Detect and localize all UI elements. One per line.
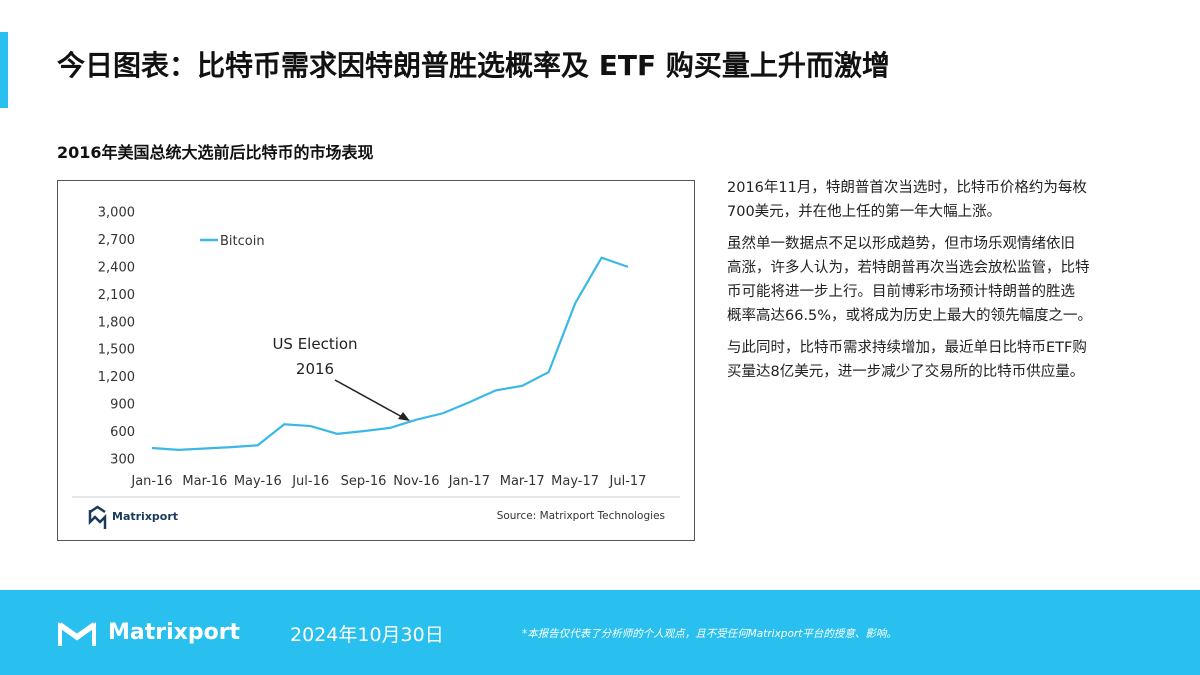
y-tick-label: 1,500 [98, 343, 135, 358]
y-tick-label: 300 [110, 453, 135, 468]
footer: Matrixport 2024年10月30日 *本报告仅代表了分析师的个人观点，… [0, 590, 1200, 675]
paragraph: 2016年11月，特朗普首次当选时，比特币价格约为每枚 700美元，并在他上任的第… [727, 176, 1092, 224]
y-tick-label: 1,800 [98, 315, 135, 330]
x-tick-label: May-17 [551, 474, 599, 489]
paragraph: 与此同时，比特币需求持续增加，最近单日比特币ETF购 买量达8亿美元，进一步减少了… [727, 336, 1092, 384]
footer-date: 2024年10月30日 [290, 624, 444, 646]
text-line: 700美元，并在他上任的第一年大幅上涨。 [727, 204, 1002, 220]
x-tick-label: Jan-16 [130, 474, 172, 489]
y-tick-label: 600 [110, 425, 135, 440]
text-line: 高涨，许多人认为，若特朗普再次当选会放松监管，比特 [727, 260, 1090, 276]
y-tick-label: 2,400 [98, 260, 135, 275]
x-tick-label: Sep-16 [341, 474, 387, 489]
chart-logo: Matrixport [112, 510, 178, 523]
y-tick-label: 900 [110, 398, 135, 413]
arrow-head [398, 412, 410, 421]
text-line: 与此同时，比特币需求持续增加，最近单日比特币ETF购 [727, 340, 1087, 356]
disclaimer: *本报告仅代表了分析师的个人观点，且不受任何Matrixport平台的授意、影响… [522, 628, 897, 640]
annotation: 2016 [296, 360, 334, 378]
y-tick-label: 1,200 [98, 370, 135, 385]
x-tick-label: Jan-17 [448, 474, 490, 489]
chart: 300 600 900 1,200 1,500 1,800 2,100 2,400 2,700 3… [57, 180, 695, 541]
paragraph: 虽然单一数据点不足以形成趋势，但市场乐观情绪依旧 高涨，许多人认为，若特朗普再次当… [727, 232, 1092, 328]
y-tick-label: 2,100 [98, 288, 135, 303]
x-tick-label: Nov-16 [393, 474, 439, 489]
x-tick-label: Jul-17 [609, 474, 647, 489]
text-block: 2016年11月，特朗普首次当选时，比特币价格约为每枚 700美元，并在他上任的第… [727, 176, 1092, 392]
logo-icon [88, 505, 107, 529]
x-tick-label: May-16 [234, 474, 282, 489]
x-tick-label: Mar-16 [182, 474, 227, 489]
footer-logo-icon [58, 622, 96, 646]
text-line: 币可能将进一步上行。目前博彩市场预计特朗普的胜选 [727, 284, 1075, 300]
text-line: 概率高达66.5%，或将成为历史上最大的领先幅度之一。 [727, 308, 1093, 324]
x-tick-label: Mar-17 [500, 474, 545, 489]
text-line: 2016年11月，特朗普首次当选时，比特币价格约为每枚 [727, 180, 1087, 196]
x-tick-label: Jul-16 [291, 474, 329, 489]
chart-subtitle: 2016年美国总统大选前后比特币的市场表现 [57, 143, 374, 162]
text-line: 买量达8亿美元，进一步减少了交易所的比特币供应量。 [727, 364, 1085, 380]
line [151, 256, 629, 451]
annotation-arrow [334, 379, 405, 419]
page-title: 今日图表：比特币需求因特朗普胜选概率及 ETF 购买量上升而激增 [57, 49, 890, 82]
y-tick-label: 2,700 [98, 233, 135, 248]
footer-brand: Matrixport [108, 620, 241, 645]
annotation: US Election [272, 335, 357, 353]
chart-source: Source: Matrixport Technologies [497, 510, 665, 522]
text-line: 虽然单一数据点不足以形成趋势，但市场乐观情绪依旧 [727, 236, 1075, 252]
chart-frame [57, 180, 695, 541]
legend-label: Bitcoin [220, 234, 265, 249]
accent-bar [0, 32, 8, 108]
y-tick-label: 3,000 [98, 206, 135, 221]
